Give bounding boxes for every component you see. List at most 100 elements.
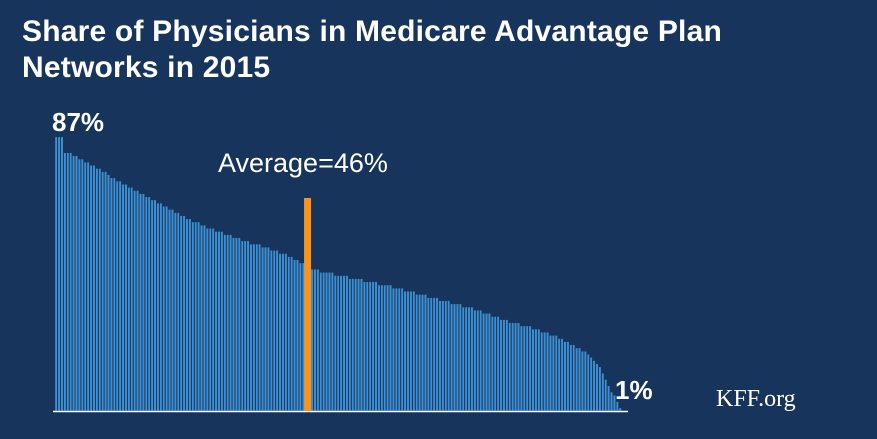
bar [348, 278, 352, 412]
bar [485, 313, 488, 412]
bar [546, 332, 549, 412]
bar [441, 300, 445, 412]
bar [240, 240, 244, 412]
bar [165, 206, 168, 412]
bar [249, 243, 253, 412]
bar [371, 281, 375, 412]
bar [272, 250, 276, 412]
bar [150, 199, 154, 412]
bar [336, 275, 340, 412]
bar [296, 259, 299, 412]
bar [313, 269, 317, 412]
bar [72, 155, 75, 412]
bar [54, 136, 58, 412]
bar [360, 278, 363, 412]
bar [63, 152, 67, 412]
bar [392, 288, 395, 412]
bar [482, 313, 485, 412]
bar [162, 206, 166, 412]
bar [368, 281, 372, 412]
bar [493, 316, 497, 412]
source-label: KFF.org [716, 386, 796, 412]
bar [261, 247, 264, 412]
bar [66, 152, 70, 412]
bar [267, 247, 270, 412]
bar [406, 291, 410, 412]
bar [78, 158, 81, 412]
bar [464, 306, 468, 412]
bar [415, 294, 419, 412]
bar [592, 360, 596, 412]
bar [75, 155, 78, 412]
bar [531, 328, 535, 412]
bar [490, 316, 494, 412]
bar [319, 272, 323, 412]
bar [511, 322, 514, 412]
bar [118, 180, 122, 412]
bar [589, 357, 593, 412]
bar [333, 275, 337, 412]
bar [418, 294, 421, 412]
bar [598, 366, 602, 412]
bar [525, 325, 529, 412]
bar [252, 243, 256, 412]
bar [310, 269, 314, 412]
bar [83, 162, 87, 412]
bar [107, 174, 110, 412]
bar [113, 177, 116, 412]
bar [60, 136, 64, 412]
bar [290, 256, 293, 412]
bar [188, 218, 192, 412]
bar [278, 253, 282, 412]
bar [563, 341, 567, 412]
bar [520, 325, 523, 412]
bar [537, 328, 541, 412]
bar [147, 196, 151, 412]
bar [136, 190, 139, 412]
bar [124, 184, 128, 412]
bar [427, 297, 430, 412]
bar [432, 297, 436, 412]
bar [331, 272, 334, 412]
bar-series [54, 136, 622, 412]
bar [560, 338, 564, 412]
bar [461, 306, 465, 412]
bar [284, 253, 288, 412]
bar [354, 278, 357, 412]
bar [101, 171, 104, 412]
bar [179, 215, 183, 412]
bar [505, 319, 509, 412]
min-value-label: 1% [615, 375, 653, 405]
bar [435, 297, 439, 412]
bar [374, 281, 378, 412]
bar [139, 193, 142, 412]
bar [383, 284, 387, 412]
bar [508, 322, 512, 412]
bar [459, 303, 462, 412]
bar [168, 209, 171, 412]
bar [421, 294, 424, 412]
bar [566, 341, 570, 412]
bar [104, 171, 107, 412]
bar [232, 237, 235, 412]
bar [110, 177, 113, 412]
bar [342, 275, 346, 412]
bar [499, 319, 503, 412]
bar [424, 294, 427, 412]
bar [380, 284, 384, 412]
bar [142, 193, 145, 412]
bar [569, 344, 573, 412]
bar [144, 196, 148, 412]
bar [610, 391, 613, 412]
bar [200, 225, 203, 412]
bar [229, 234, 232, 412]
bar [412, 291, 416, 412]
bar [214, 231, 218, 412]
bar [450, 303, 453, 412]
bar [293, 259, 296, 412]
bar [133, 190, 136, 412]
bar [322, 272, 325, 412]
bar [377, 284, 381, 412]
bar [581, 351, 584, 412]
